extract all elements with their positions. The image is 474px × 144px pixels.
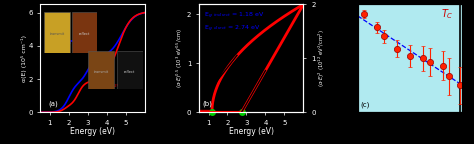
Text: NiFe$_2$O$_4$: NiFe$_2$O$_4$ xyxy=(61,38,90,47)
Text: E$_{g, indirect}$ = 1.18 eV: E$_{g, indirect}$ = 1.18 eV xyxy=(204,11,265,21)
Text: E$_{g, direct}$ = 2.74 eV: E$_{g, direct}$ = 2.74 eV xyxy=(204,24,261,34)
X-axis label: Temperature (K): Temperature (K) xyxy=(379,127,441,136)
Y-axis label: $(\alpha\!\cdot\!E)^{0.5}$ (10$^3$ eV$^{0.5}$/cm): $(\alpha\!\cdot\!E)^{0.5}$ (10$^3$ eV$^{… xyxy=(175,28,185,88)
Text: $T_C$: $T_C$ xyxy=(441,7,454,21)
Y-axis label: α(E) (10⁵ cm⁻¹): α(E) (10⁵ cm⁻¹) xyxy=(21,35,27,82)
Y-axis label: $(\alpha\!\cdot\!E)^{2}$ (10$^{12}$ eV$^2$/cm$^2$): $(\alpha\!\cdot\!E)^{2}$ (10$^{12}$ eV$^… xyxy=(317,30,327,87)
Text: CoFe$_2$O$_4$: CoFe$_2$O$_4$ xyxy=(96,81,127,90)
Text: (a): (a) xyxy=(49,101,58,107)
Y-axis label: Direct gap (eV): Direct gap (eV) xyxy=(331,32,337,85)
Text: (c): (c) xyxy=(361,102,370,108)
Text: (b): (b) xyxy=(202,101,212,107)
Y-axis label: (α·E)² (10¹² eV²/cm²): (α·E)² (10¹² eV²/cm²) xyxy=(464,33,468,83)
X-axis label: Energy (eV): Energy (eV) xyxy=(70,127,115,136)
X-axis label: Energy (eV): Energy (eV) xyxy=(229,127,273,136)
